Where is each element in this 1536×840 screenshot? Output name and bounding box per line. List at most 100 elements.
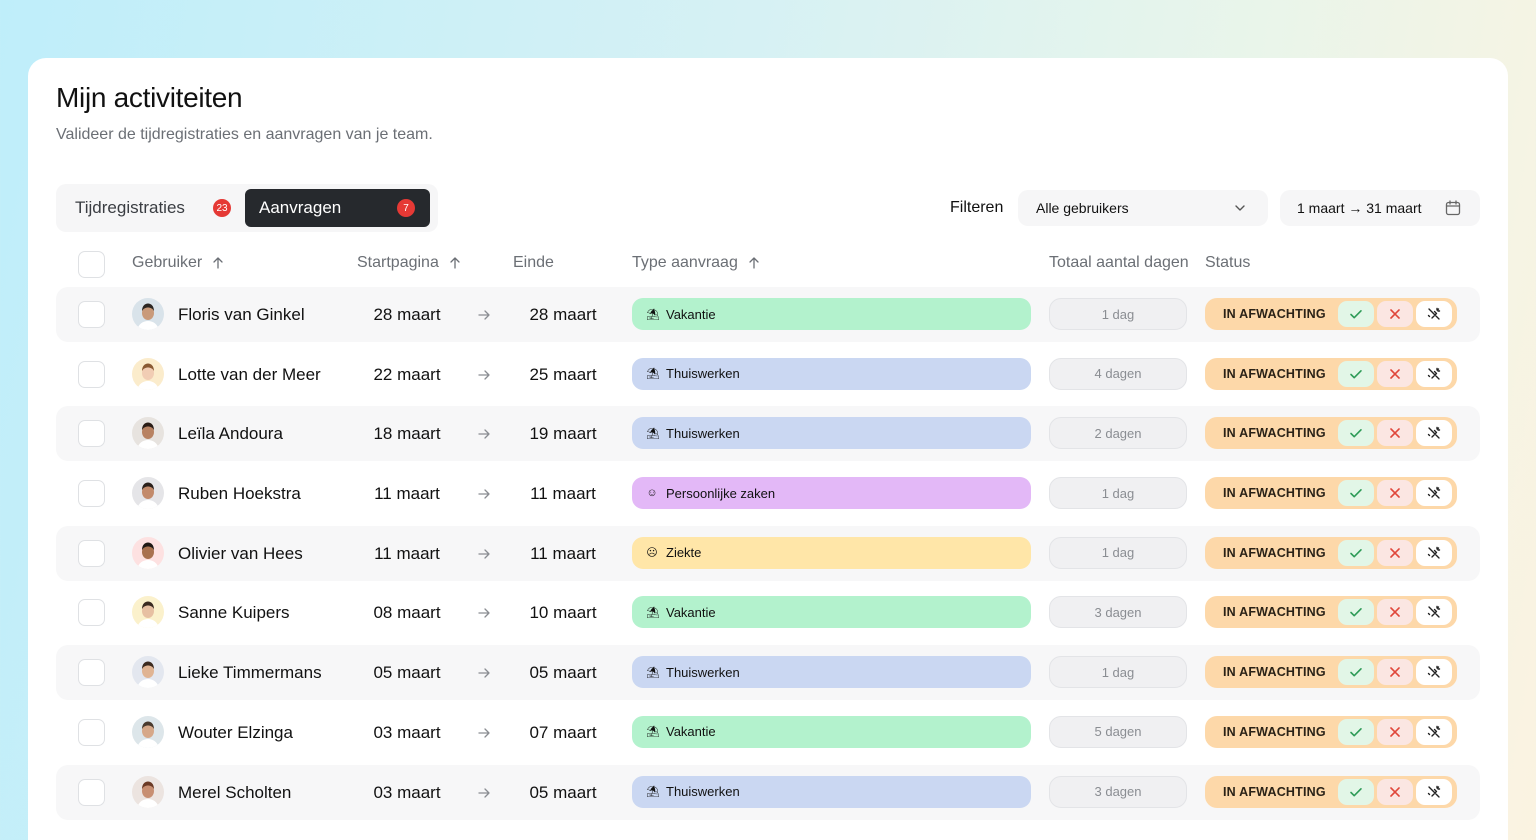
cancel-request-button[interactable] [1416,659,1452,686]
reject-button[interactable] [1377,659,1413,686]
approve-button[interactable] [1338,480,1374,507]
reject-button[interactable] [1377,599,1413,626]
cancel-request-button[interactable] [1416,718,1452,745]
column-header-end[interactable]: Einde [513,254,554,272]
approve-button[interactable] [1338,539,1374,566]
arrow-right-icon [478,668,490,678]
cancel-request-button[interactable] [1416,539,1452,566]
row-checkbox[interactable] [78,420,105,448]
column-header-start[interactable]: Startpagina [357,254,462,272]
request-type-label: Vakantie [666,306,716,322]
request-type-label: Vakantie [666,604,716,620]
approve-button[interactable] [1338,420,1374,447]
cancel-request-button[interactable] [1416,420,1452,447]
tab-tijdregistraties[interactable]: Tijdregistraties 23 [75,189,235,227]
avatar [132,775,164,808]
row-checkbox[interactable] [78,360,105,388]
row-checkbox[interactable] [78,539,105,567]
table-row[interactable]: Merel Scholten 03 maart 05 maart ⛱ Thuis… [56,764,1480,820]
approve-button[interactable] [1338,778,1374,805]
check-icon [1350,727,1362,737]
tab-aanvragen[interactable]: Aanvragen 7 [245,189,430,227]
cancel-request-button[interactable] [1416,360,1452,387]
start-date: 22 maart [373,364,441,384]
reject-button[interactable] [1377,480,1413,507]
table-row[interactable]: Wouter Elzinga 03 maart 07 maart ⛱ Vakan… [56,705,1480,760]
status-group: IN AFWACHTING [1205,357,1457,390]
reject-button[interactable] [1377,301,1413,327]
row-checkbox[interactable] [78,659,105,687]
beach-umbrella-icon: ⛱ [646,726,660,739]
filter-label: Filteren [950,199,1004,216]
beach-umbrella-icon: ⛱ [646,368,660,381]
check-icon [1350,310,1362,319]
table-row[interactable]: Ruben Hoekstra 11 maart 11 maart ☺ Perso… [56,466,1480,521]
tab-count-badge: 23 [213,199,231,217]
reject-button[interactable] [1377,420,1413,447]
column-header-status[interactable]: Status [1205,254,1250,272]
approve-button[interactable] [1338,718,1374,745]
status-badge: IN AFWACHTING [1223,545,1326,560]
row-checkbox[interactable] [78,480,105,508]
request-type-pill: ⛱ Vakantie [632,715,1031,748]
row-checkbox[interactable] [78,718,105,746]
table-row[interactable]: Lotte van der Meer 22 maart 25 maart ⛱ T… [56,347,1480,402]
avatar [132,715,164,748]
start-date: 03 maart [373,782,441,802]
reject-button[interactable] [1377,360,1413,387]
end-date: 11 maart [530,484,596,504]
row-checkbox[interactable] [78,301,105,328]
magic-wand-off-icon [1427,367,1441,380]
row-checkbox[interactable] [78,599,105,627]
check-icon [1350,548,1362,558]
column-header-type[interactable]: Type aanvraag [632,254,761,272]
avatar [132,298,164,330]
column-header-total[interactable]: Totaal aantal dagen [1049,254,1189,272]
table-row[interactable]: Lieke Timmermans 05 maart 05 maart ⛱ Thu… [56,645,1480,701]
select-all-checkbox[interactable] [78,251,105,278]
magic-wand-off-icon [1427,785,1441,798]
column-header-user[interactable]: Gebruiker [132,254,225,272]
close-icon [1390,727,1400,737]
total-days-pill: 3 dagen [1049,775,1187,808]
check-icon [1350,489,1362,498]
sick-face-icon: ☹ [646,547,658,560]
table-row[interactable]: Floris van Ginkel 28 maart 28 maart ⛱ Va… [56,287,1480,342]
approve-button[interactable] [1338,360,1374,387]
sort-arrow-up-icon [450,257,460,269]
request-type-pill: ⛱ Thuiswerken [632,656,1031,689]
end-date: 28 maart [529,305,597,324]
column-label: Startpagina [357,254,439,271]
cancel-request-button[interactable] [1416,301,1452,327]
avatar [132,477,164,510]
reject-button[interactable] [1377,778,1413,805]
table-row[interactable]: Leïla Andoura 18 maart 19 maart ⛱ Thuisw… [56,406,1480,462]
user-name: Ruben Hoekstra [178,484,301,504]
magic-wand-off-icon [1427,307,1441,320]
reject-button[interactable] [1377,718,1413,745]
date-range-picker[interactable]: 1 maart → 31 maart [1280,190,1480,226]
approve-button[interactable] [1338,301,1374,327]
end-date: 05 maart [529,663,597,683]
avatar [132,536,164,569]
reject-button[interactable] [1377,539,1413,566]
table-row[interactable]: Olivier van Hees 11 maart 11 maart ☹ Zie… [56,525,1480,581]
check-icon [1350,369,1362,379]
table-row[interactable]: Sanne Kuipers 08 maart 10 maart ⛱ Vakant… [56,585,1480,640]
status-group: IN AFWACHTING [1205,536,1457,569]
row-checkbox[interactable] [78,778,105,806]
approve-button[interactable] [1338,659,1374,686]
cancel-request-button[interactable] [1416,599,1452,626]
cancel-request-button[interactable] [1416,480,1452,507]
close-icon [1390,309,1400,319]
arrow-right-icon [478,489,490,499]
user-filter-select[interactable]: Alle gebruikers [1018,190,1268,226]
column-label: Totaal aantal dagen [1049,254,1189,271]
approve-button[interactable] [1338,599,1374,626]
arrow-right-icon [478,429,490,440]
arrow-right-icon [478,728,490,738]
request-type-pill: ⛱ Vakantie [632,298,1031,330]
page-subtitle: Valideer de tijdregistraties en aanvrage… [56,126,433,143]
cancel-request-button[interactable] [1416,778,1452,805]
status-badge: IN AFWACHTING [1223,426,1326,441]
